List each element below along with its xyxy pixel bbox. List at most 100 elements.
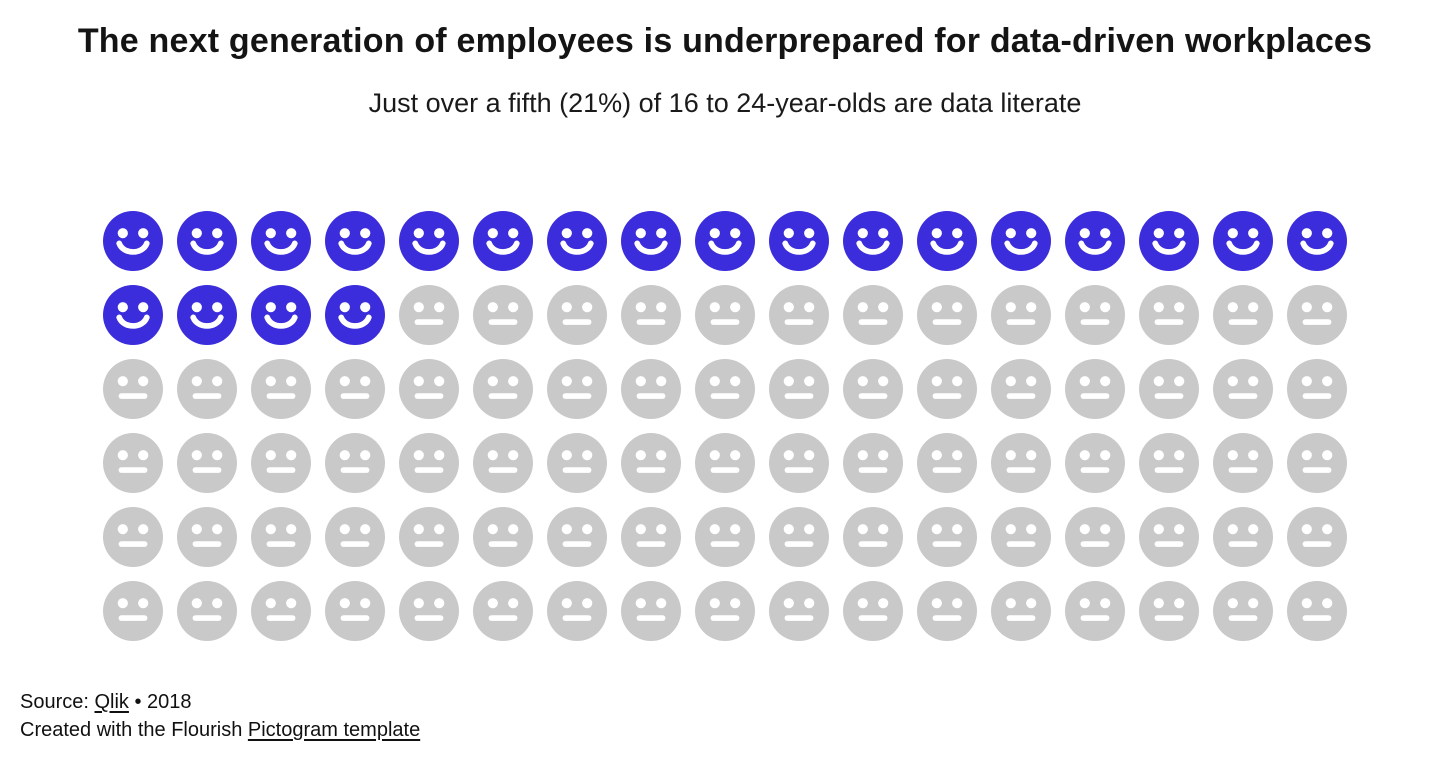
neutral-face-icon [473, 581, 533, 641]
smiley-face-icon [177, 285, 237, 345]
smiley-face-icon [1287, 211, 1347, 271]
neutral-face-icon [177, 507, 237, 567]
neutral-face-icon [473, 285, 533, 345]
neutral-face-icon [325, 507, 385, 567]
neutral-face-icon [917, 581, 977, 641]
neutral-face-icon [177, 581, 237, 641]
neutral-face-icon [103, 507, 163, 567]
neutral-face-icon [103, 359, 163, 419]
neutral-face-icon [399, 507, 459, 567]
neutral-face-icon [547, 433, 607, 493]
neutral-face-icon [695, 433, 755, 493]
neutral-face-icon [695, 285, 755, 345]
neutral-face-icon [1139, 359, 1199, 419]
neutral-face-icon [843, 507, 903, 567]
neutral-face-icon [251, 507, 311, 567]
chart-subtitle: Just over a fifth (21%) of 16 to 24-year… [368, 88, 1082, 118]
neutral-face-icon [1139, 581, 1199, 641]
neutral-face-icon [547, 285, 607, 345]
smiley-face-icon [991, 211, 1051, 271]
smiley-face-icon [1139, 211, 1199, 271]
neutral-face-icon [991, 433, 1051, 493]
smiley-face-icon [695, 211, 755, 271]
neutral-face-icon [917, 433, 977, 493]
chart-footer: Source: Qlik • 2018 Created with the Flo… [20, 688, 420, 744]
smiley-face-icon [843, 211, 903, 271]
neutral-face-icon [177, 359, 237, 419]
neutral-face-icon [695, 581, 755, 641]
neutral-face-icon [843, 285, 903, 345]
smiley-face-icon [621, 211, 681, 271]
smiley-face-icon [325, 211, 385, 271]
neutral-face-icon [1287, 285, 1347, 345]
neutral-face-icon [621, 581, 681, 641]
neutral-face-icon [547, 507, 607, 567]
neutral-face-icon [991, 285, 1051, 345]
neutral-face-icon [1139, 507, 1199, 567]
neutral-face-icon [991, 507, 1051, 567]
source-suffix: • 2018 [128, 691, 192, 713]
smiley-face-icon [177, 211, 237, 271]
neutral-face-icon [177, 433, 237, 493]
neutral-face-icon [843, 581, 903, 641]
neutral-face-icon [769, 507, 829, 567]
neutral-face-icon [103, 581, 163, 641]
neutral-face-icon [1287, 433, 1347, 493]
neutral-face-icon [473, 359, 533, 419]
neutral-face-icon [1065, 433, 1125, 493]
neutral-face-icon [1213, 581, 1273, 641]
neutral-face-icon [325, 581, 385, 641]
neutral-face-icon [843, 433, 903, 493]
smiley-face-icon [769, 211, 829, 271]
source-prefix: Source: [20, 691, 95, 713]
credit-prefix: Created with the Flourish [20, 719, 248, 741]
credit-link[interactable]: Pictogram template [247, 719, 421, 741]
neutral-face-icon [1065, 285, 1125, 345]
neutral-face-icon [399, 433, 459, 493]
neutral-face-icon [1213, 359, 1273, 419]
neutral-face-icon [1065, 507, 1125, 567]
neutral-face-icon [1287, 359, 1347, 419]
smiley-face-icon [251, 285, 311, 345]
neutral-face-icon [769, 581, 829, 641]
neutral-face-icon [621, 359, 681, 419]
smiley-face-icon [103, 211, 163, 271]
neutral-face-icon [399, 359, 459, 419]
smiley-face-icon [1213, 211, 1273, 271]
smiley-face-icon [251, 211, 311, 271]
neutral-face-icon [695, 359, 755, 419]
neutral-face-icon [769, 285, 829, 345]
neutral-face-icon [103, 433, 163, 493]
smiley-face-icon [325, 285, 385, 345]
neutral-face-icon [473, 507, 533, 567]
neutral-face-icon [917, 507, 977, 567]
chart-title: The next generation of employees is unde… [77, 22, 1373, 60]
neutral-face-icon [991, 581, 1051, 641]
smiley-face-icon [399, 211, 459, 271]
smiley-face-icon [917, 211, 977, 271]
source-link[interactable]: Qlik [94, 691, 129, 713]
neutral-face-icon [547, 359, 607, 419]
neutral-face-icon [325, 433, 385, 493]
smiley-face-icon [547, 211, 607, 271]
neutral-face-icon [399, 581, 459, 641]
neutral-face-icon [621, 285, 681, 345]
neutral-face-icon [769, 359, 829, 419]
neutral-face-icon [1139, 433, 1199, 493]
credit-line: Created with the Flourish Pictogram temp… [20, 716, 420, 744]
neutral-face-icon [917, 285, 977, 345]
smiley-face-icon [473, 211, 533, 271]
neutral-face-icon [251, 359, 311, 419]
neutral-face-icon [251, 433, 311, 493]
neutral-face-icon [991, 359, 1051, 419]
neutral-face-icon [1139, 285, 1199, 345]
neutral-face-icon [1213, 507, 1273, 567]
neutral-face-icon [1065, 359, 1125, 419]
source-line: Source: Qlik • 2018 [20, 688, 420, 716]
neutral-face-icon [621, 507, 681, 567]
neutral-face-icon [843, 359, 903, 419]
neutral-face-icon [1213, 285, 1273, 345]
neutral-face-icon [325, 359, 385, 419]
neutral-face-icon [769, 433, 829, 493]
